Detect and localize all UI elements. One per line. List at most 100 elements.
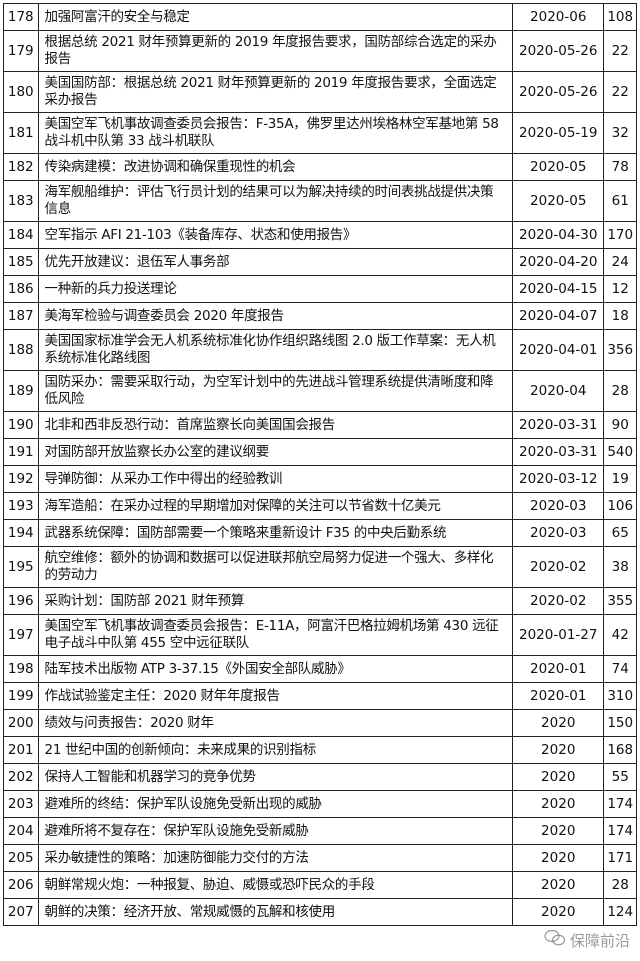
report-date: 2020-02 xyxy=(512,546,605,588)
report-date: 2020-03-31 xyxy=(512,438,605,466)
report-title: 空军指示 AFI 21-103《装备库存、状态和使用报告》 xyxy=(37,221,514,249)
row-number: 184 xyxy=(3,221,39,249)
page-count: 22 xyxy=(603,71,637,113)
row-number: 192 xyxy=(3,465,39,493)
table-row: 197 美国空军飞机事故调查委员会报告：E-11A，阿富汗巴格拉姆机场第 430 … xyxy=(3,614,637,656)
report-date: 2020-03 xyxy=(512,492,605,520)
row-number: 180 xyxy=(3,71,39,113)
report-title: 加强阿富汗的安全与稳定 xyxy=(37,3,514,31)
report-date: 2020-01 xyxy=(512,682,605,710)
report-date: 2020 xyxy=(512,736,605,764)
report-table: 178 加强阿富汗的安全与稳定 2020-06 108 179 根据总统 2021 财年预… xyxy=(3,3,637,926)
row-number: 187 xyxy=(3,302,39,330)
page-count: 74 xyxy=(603,655,637,683)
table-row: 194 武器系统保障：国防部需要一个策略来重新设计 F35 的中央后勤系统 2020… xyxy=(3,519,637,547)
page-count: 90 xyxy=(603,411,637,439)
report-title: 航空维修：额外的协调和数据可以促进联邦航空局努力促进一个强大、多样化的劳动力 xyxy=(37,546,514,588)
report-date: 2020-04-15 xyxy=(512,275,605,303)
report-date: 2020-05-26 xyxy=(512,71,605,113)
report-date: 2020 xyxy=(512,763,605,791)
report-date: 2020-03-31 xyxy=(512,411,605,439)
row-number: 179 xyxy=(3,30,39,72)
page-count: 12 xyxy=(603,275,637,303)
page-count: 24 xyxy=(603,248,637,276)
report-title: 武器系统保障：国防部需要一个策略来重新设计 F35 的中央后勤系统 xyxy=(37,519,514,547)
report-table-body: 178 加强阿富汗的安全与稳定 2020-06 108 179 根据总统 2021 财年预… xyxy=(3,3,637,926)
report-title: 采购计划：国防部 2021 财年预算 xyxy=(37,587,514,615)
row-number: 190 xyxy=(3,411,39,439)
table-row: 187 美海军检验与调查委员会 2020 年度报告 2020-04-07 18 xyxy=(3,302,637,330)
page-count: 124 xyxy=(603,898,637,926)
table-row: 196 采购计划：国防部 2021 财年预算 2020-02 355 xyxy=(3,587,637,615)
report-title: 优先开放建议：退伍军人事务部 xyxy=(37,248,514,276)
table-row: 202 保持人工智能和机器学习的竞争优势 2020 55 xyxy=(3,763,637,791)
page-count: 108 xyxy=(603,3,637,31)
report-title: 美海军检验与调查委员会 2020 年度报告 xyxy=(37,302,514,330)
report-title: 作战试验鉴定主任：2020 财年年度报告 xyxy=(37,682,514,710)
row-number: 198 xyxy=(3,655,39,683)
table-row: 178 加强阿富汗的安全与稳定 2020-06 108 xyxy=(3,3,637,31)
report-date: 2020 xyxy=(512,709,605,737)
report-date: 2020 xyxy=(512,817,605,845)
report-title: 海军舰船维护：评估飞行员计划的结果可以为解决持续的时间表挑战提供决策信息 xyxy=(37,180,514,222)
report-date: 2020-03 xyxy=(512,519,605,547)
row-number: 194 xyxy=(3,519,39,547)
table-row: 182 传染病建模：改进协调和确保重现性的机会 2020-05 78 xyxy=(3,153,637,181)
report-date: 2020-04-01 xyxy=(512,329,605,371)
table-row: 199 作战试验鉴定主任：2020 财年年度报告 2020-01 310 xyxy=(3,682,637,710)
row-number: 186 xyxy=(3,275,39,303)
row-number: 200 xyxy=(3,709,39,737)
row-number: 185 xyxy=(3,248,39,276)
report-title: 绩效与问责报告：2020 财年 xyxy=(37,709,514,737)
report-date: 2020-04-07 xyxy=(512,302,605,330)
table-row: 180 美国国防部：根据总统 2021 财年预算更新的 2019 年度报告要求，全… xyxy=(3,71,637,113)
table-row: 184 空军指示 AFI 21-103《装备库存、状态和使用报告》 2020-04-… xyxy=(3,221,637,249)
table-row: 203 避难所的终结：保护军队设施免受新出现的威胁 2020 174 xyxy=(3,790,637,818)
page-count: 78 xyxy=(603,153,637,181)
table-row: 192 导弹防御：从采办工作中得出的经验教训 2020-03-12 19 xyxy=(3,465,637,493)
report-title: 陆军技术出版物 ATP 3-37.15《外国安全部队威胁》 xyxy=(37,655,514,683)
row-number: 182 xyxy=(3,153,39,181)
report-date: 2020-01 xyxy=(512,655,605,683)
report-date: 2020 xyxy=(512,790,605,818)
page-count: 28 xyxy=(603,871,637,899)
row-number: 193 xyxy=(3,492,39,520)
row-number: 181 xyxy=(3,112,39,154)
report-date: 2020-04-30 xyxy=(512,221,605,249)
report-title: 传染病建模：改进协调和确保重现性的机会 xyxy=(37,153,514,181)
report-title: 根据总统 2021 财年预算更新的 2019 年度报告要求，国防部综合选定的采办… xyxy=(37,30,514,72)
report-date: 2020-03-12 xyxy=(512,465,605,493)
report-title: 导弹防御：从采办工作中得出的经验教训 xyxy=(37,465,514,493)
table-row: 185 优先开放建议：退伍军人事务部 2020-04-20 24 xyxy=(3,248,637,276)
report-date: 2020-05-26 xyxy=(512,30,605,72)
page-count: 55 xyxy=(603,763,637,791)
page-count: 106 xyxy=(603,492,637,520)
wechat-icon xyxy=(544,929,566,951)
page-count: 42 xyxy=(603,614,637,656)
row-number: 183 xyxy=(3,180,39,222)
report-title: 北非和西非反恐行动：首席监察长向美国国会报告 xyxy=(37,411,514,439)
table-row: 183 海军舰船维护：评估飞行员计划的结果可以为解决持续的时间表挑战提供决策信息 2… xyxy=(3,180,637,222)
report-date: 2020-05 xyxy=(512,153,605,181)
page-count: 28 xyxy=(603,370,637,412)
page-count: 170 xyxy=(603,221,637,249)
row-number: 188 xyxy=(3,329,39,371)
table-row: 204 避难所将不复存在：保护军队设施免受新威胁 2020 174 xyxy=(3,817,637,845)
row-number: 196 xyxy=(3,587,39,615)
report-title: 避难所的终结：保护军队设施免受新出现的威胁 xyxy=(37,790,514,818)
row-number: 202 xyxy=(3,763,39,791)
row-number: 191 xyxy=(3,438,39,466)
page-count: 32 xyxy=(603,112,637,154)
report-title: 美国国家标准学会无人机系统标准化协作组织路线图 2.0 版工作草案：无人机系统标… xyxy=(37,329,514,371)
row-number: 199 xyxy=(3,682,39,710)
table-row: 188 美国国家标准学会无人机系统标准化协作组织路线图 2.0 版工作草案：无人机… xyxy=(3,329,637,371)
report-date: 2020-06 xyxy=(512,3,605,31)
report-title: 美国空军飞机事故调查委员会报告：E-11A，阿富汗巴格拉姆机场第 430 远征电… xyxy=(37,614,514,656)
row-number: 195 xyxy=(3,546,39,588)
table-row: 181 美国空军飞机事故调查委员会报告：F-35A，佛罗里达州埃格林空军基地第 5… xyxy=(3,112,637,154)
report-date: 2020 xyxy=(512,898,605,926)
table-row: 201 21 世纪中国的创新倾向：未来成果的识别指标 2020 168 xyxy=(3,736,637,764)
report-title: 美国国防部：根据总统 2021 财年预算更新的 2019 年度报告要求，全面选定… xyxy=(37,71,514,113)
report-title: 朝鲜的决策：经济开放、常规威慑的瓦解和核使用 xyxy=(37,898,514,926)
row-number: 207 xyxy=(3,898,39,926)
